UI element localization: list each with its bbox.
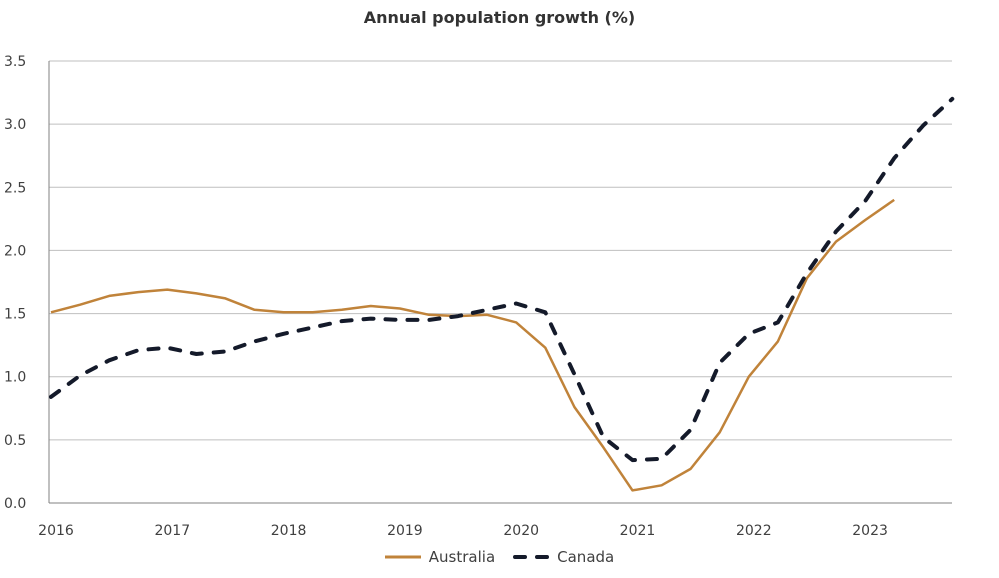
x-tick-label: 2019 [387, 523, 423, 539]
y-axis-ticks: 0.0 0.5 1.0 1.5 2.0 2.5 3.0 3.5 [4, 54, 26, 512]
series-line-canada [49, 96, 955, 463]
x-tick-label: 2018 [271, 523, 307, 539]
legend-label-canada: Canada [557, 548, 615, 566]
chart-title: Annual population growth (%) [363, 8, 636, 27]
y-tick-label: 3.5 [4, 54, 26, 70]
y-tick-label: 2.5 [4, 180, 26, 196]
y-tick-label: 1.5 [4, 307, 26, 323]
legend-swatch-australia [384, 555, 421, 559]
y-tick-label: 1.0 [4, 370, 26, 386]
legend-item-canada: Canada [513, 548, 614, 566]
series-line-australia [50, 198, 895, 492]
legend: Australia Canada [0, 548, 999, 566]
y-tick-label: 0.5 [4, 433, 26, 449]
x-tick-label: 2021 [620, 523, 656, 539]
y-tick-label: 2.0 [4, 243, 26, 259]
series-lines [49, 96, 955, 492]
y-tick-label: 3.0 [4, 117, 26, 133]
x-tick-label: 2020 [503, 523, 539, 539]
legend-swatch-canada [513, 555, 554, 559]
x-tick-label: 2016 [38, 523, 74, 539]
gridlines [49, 60, 952, 441]
x-axis-ticks: 2016 2017 2018 2019 2020 2021 2022 2023 [38, 523, 888, 539]
x-tick-label: 2023 [852, 523, 888, 539]
x-tick-label: 2017 [154, 523, 190, 539]
axes [48, 61, 952, 504]
legend-label-australia: Australia [428, 548, 496, 566]
y-tick-label: 0.0 [4, 496, 26, 512]
legend-item-australia: Australia [384, 548, 496, 566]
x-tick-label: 2022 [736, 523, 772, 539]
